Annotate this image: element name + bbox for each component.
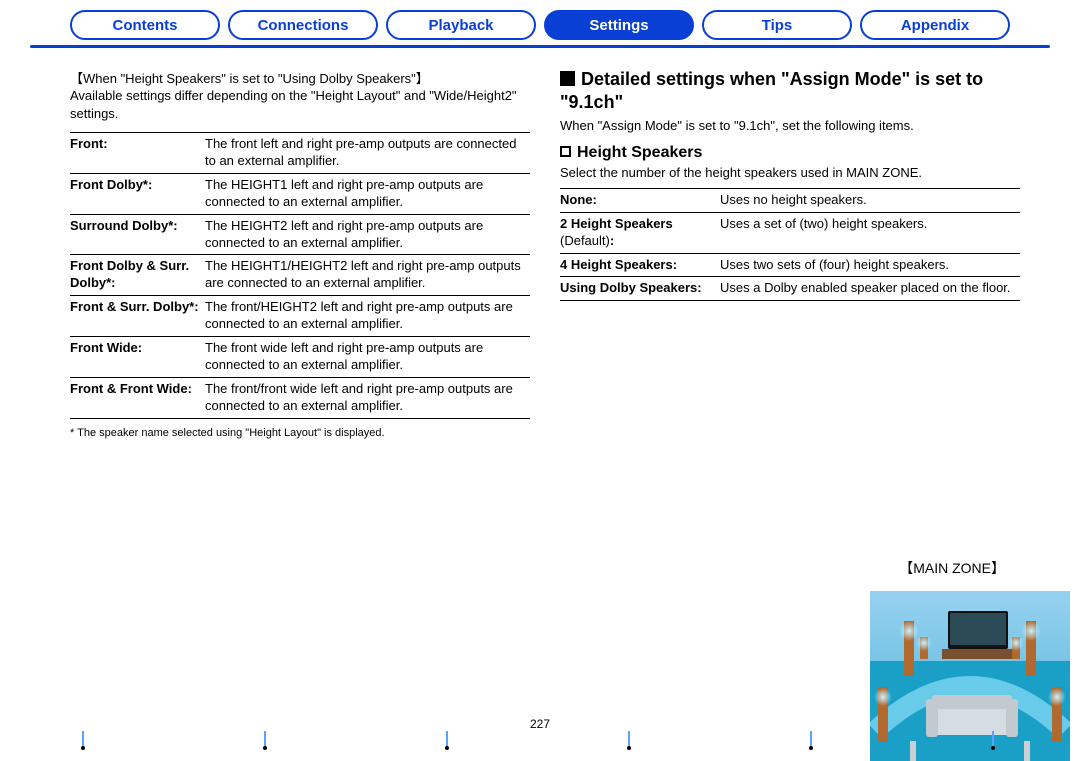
section-title: Detailed settings when "Assign Mode" is … — [560, 68, 1020, 115]
row-label: Front Dolby & Surr. Dolby*: — [70, 255, 205, 296]
marker-icon — [264, 731, 270, 747]
row-desc: The front left and right pre-amp outputs… — [205, 133, 530, 174]
tab-connections[interactable]: Connections — [228, 10, 378, 40]
section-title-text: Detailed settings when "Assign Mode" is … — [560, 69, 983, 112]
row-label: 2 Height Speakers(Default): — [560, 212, 720, 253]
row-label: 4 Height Speakers: — [560, 253, 720, 277]
left-intro: Available settings differ depending on t… — [70, 87, 530, 122]
sub-title-text: Height Speakers — [577, 144, 702, 161]
row-label: Front & Front Wide: — [70, 377, 205, 418]
row-desc: The HEIGHT1 left and right pre-amp outpu… — [205, 173, 530, 214]
right-intro: When "Assign Mode" is set to "9.1ch", se… — [560, 117, 1020, 135]
row-desc: The HEIGHT2 left and right pre-amp outpu… — [205, 214, 530, 255]
table-row: Front Dolby & Surr. Dolby*:The HEIGHT1/H… — [70, 255, 530, 296]
tab-contents[interactable]: Contents — [70, 10, 220, 40]
tab-playback[interactable]: Playback — [386, 10, 536, 40]
table-row: 2 Height Speakers(Default):Uses a set of… — [560, 212, 1020, 253]
outline-square-icon — [560, 146, 571, 157]
tab-tips[interactable]: Tips — [702, 10, 852, 40]
row-desc: Uses a set of (two) height speakers. — [720, 212, 1020, 253]
row-label: Surround Dolby*: — [70, 214, 205, 255]
sub-title: Height Speakers — [560, 144, 1020, 162]
height-speakers-table: None:Uses no height speakers. 2 Height S… — [560, 188, 1020, 301]
marker-icon — [992, 731, 998, 747]
marker-icon — [810, 731, 816, 747]
right-column: Detailed settings when "Assign Mode" is … — [560, 68, 1020, 439]
table-row: Front & Surr. Dolby*:The front/HEIGHT2 l… — [70, 296, 530, 337]
row-label: Using Dolby Speakers: — [560, 277, 720, 301]
row-desc: The front/front wide left and right pre-… — [205, 377, 530, 418]
square-bullet-icon — [560, 71, 575, 86]
row-label: Front Dolby*: — [70, 173, 205, 214]
row-desc: The front wide left and right pre-amp ou… — [205, 337, 530, 378]
row-desc: The HEIGHT1/HEIGHT2 left and right pre-a… — [205, 255, 530, 296]
row-desc: The front/HEIGHT2 left and right pre-amp… — [205, 296, 530, 337]
table-row: None:Uses no height speakers. — [560, 188, 1020, 212]
marker-icon — [446, 731, 452, 747]
left-column: 【When "Height Speakers" is set to "Using… — [70, 68, 530, 439]
top-nav: Contents Connections Playback Settings T… — [0, 0, 1080, 40]
row-desc: Uses no height speakers. — [720, 188, 1020, 212]
condition-bracket: 【When "Height Speakers" is set to "Using… — [70, 68, 530, 87]
sub-intro: Select the number of the height speakers… — [560, 164, 1020, 182]
table-row: Front:The front left and right pre-amp o… — [70, 133, 530, 174]
row-desc: Uses a Dolby enabled speaker placed on t… — [720, 277, 1020, 301]
row-label: Front & Surr. Dolby*: — [70, 296, 205, 337]
tab-appendix[interactable]: Appendix — [860, 10, 1010, 40]
table-row: 4 Height Speakers:Uses two sets of (four… — [560, 253, 1020, 277]
table-row: Front & Front Wide:The front/front wide … — [70, 377, 530, 418]
table-row: Front Wide:The front wide left and right… — [70, 337, 530, 378]
preamp-table: Front:The front left and right pre-amp o… — [70, 132, 530, 418]
row-desc: Uses two sets of (four) height speakers. — [720, 253, 1020, 277]
content-columns: 【When "Height Speakers" is set to "Using… — [0, 40, 1080, 439]
table-row: Surround Dolby*:The HEIGHT2 left and rig… — [70, 214, 530, 255]
row-label: Front Wide: — [70, 337, 205, 378]
tab-settings[interactable]: Settings — [544, 10, 694, 40]
marker-icon — [82, 731, 88, 747]
row-label: None: — [560, 188, 720, 212]
page-number: 227 — [530, 717, 550, 731]
table-row: Using Dolby Speakers:Uses a Dolby enable… — [560, 277, 1020, 301]
left-footnote: * The speaker name selected using "Heigh… — [70, 427, 530, 439]
zone-label: 【MAIN ZONE】 — [899, 558, 1005, 578]
row-label: Front: — [70, 133, 205, 174]
table-row: Front Dolby*:The HEIGHT1 left and right … — [70, 173, 530, 214]
marker-icon — [628, 731, 634, 747]
bottom-markers — [82, 731, 998, 751]
